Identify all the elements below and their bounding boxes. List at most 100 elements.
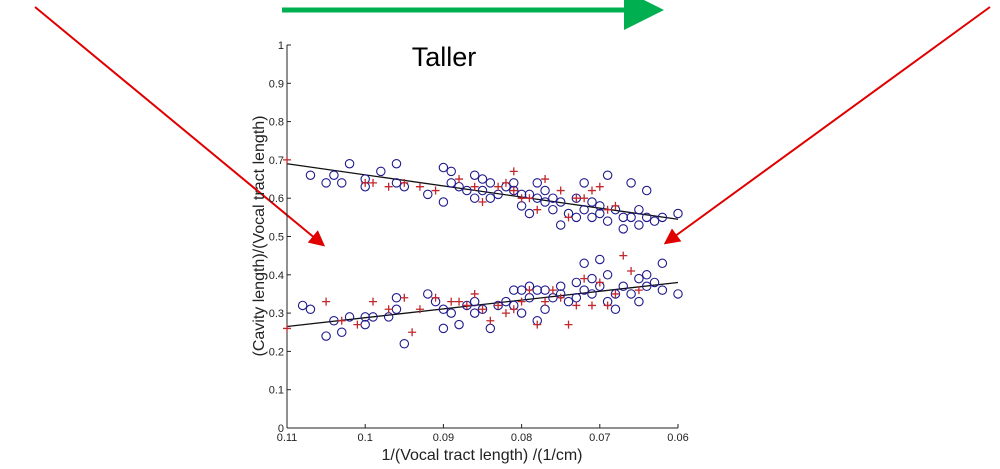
circle-marker [602,170,613,180]
plus-marker [455,175,464,184]
plus-marker [533,320,542,329]
circle-marker [469,170,480,180]
circle-marker [540,304,550,315]
circle-marker [587,273,597,284]
circle-marker [438,197,449,207]
y-axis-ticks: 0 0.1 0.2 0.3 0.4 0.5 0.6 0.7 0.8 0.9 1 [269,40,291,435]
circle-marker [579,204,589,215]
plus-marker [509,186,518,195]
circle-marker [454,181,464,192]
plus-marker [564,320,573,329]
plus-marker [627,266,636,275]
circle-marker [454,319,464,330]
circle-marker [399,338,410,349]
circle-marker [548,204,558,215]
trend-lines [286,163,679,328]
plus-marker [533,205,542,214]
plus-marker [595,278,604,287]
circle-marker [626,212,636,223]
circle-marker [446,178,456,188]
circle-marker [462,300,472,311]
circle-marker [649,277,660,288]
circle-marker [509,285,519,295]
plus-marker [572,194,581,203]
x-tick-label: 0.07 [589,432,610,444]
circle-marker [634,273,644,284]
x-tick-label: 0.1 [358,432,373,444]
plus-marker [509,167,518,176]
plus-marker [580,274,589,283]
circle-marker [540,197,550,207]
circle-marker [571,293,582,303]
x-tick-label: 0.06 [667,432,688,444]
y-tick-label: 0.2 [269,346,284,358]
plus-marker [478,305,487,314]
plus-marker [595,182,604,191]
x-axis-title: 1/(Vocal tract length) /(1/cm) [382,447,583,464]
right-pointer-arrow [663,6,991,245]
y-tick-label: 0.4 [269,270,284,282]
circle-marker [391,304,402,315]
circle-marker [524,293,535,303]
y-tick-label: 0.3 [269,308,284,320]
plus-marker [525,286,534,295]
circle-marker [305,304,316,315]
data-points [283,155,683,349]
circle-marker [438,304,449,315]
plus-marker [525,194,534,203]
plus-marker [337,316,346,325]
plus-marker [431,186,440,195]
plus-marker [361,178,370,187]
left-pointer-arrow [34,6,326,247]
plus-marker [501,309,510,318]
y-tick-label: 0.8 [269,117,284,129]
circle-marker [446,308,456,318]
plus-marker [283,324,291,333]
circle-marker [540,285,550,295]
plus-marker [517,194,526,203]
circle-marker [469,296,480,307]
x-axis-ticks: 0.11 0.1 0.09 0.08 0.07 0.06 [277,424,689,444]
plus-marker [400,178,409,187]
circle-marker [641,185,652,196]
plus-marker [470,182,479,191]
plus-marker [415,305,424,314]
circle-marker [626,289,636,299]
plus-marker [494,182,503,191]
y-tick-label: 0.9 [269,78,284,90]
circle-marker [641,281,652,292]
circle-marker [516,201,527,211]
plus-marker [400,293,409,302]
banner-label: Taller [412,42,477,72]
circle-marker [587,197,597,207]
y-tick-label: 0.6 [269,193,284,205]
circle-marker [391,178,402,188]
plus-marker [353,320,362,329]
circle-marker [571,212,582,223]
circle-marker [509,185,519,196]
circle-marker [368,312,378,322]
circle-marker [344,158,355,169]
circle-marker [657,258,668,269]
circle-marker [540,185,550,196]
circle-marker [297,300,308,311]
plus-marker [470,289,479,298]
plus-marker [564,213,573,222]
trend-line [286,163,679,220]
plus-marker [603,205,612,214]
circle-marker [587,289,597,299]
circle-marker [548,193,558,203]
x-tick-label: 0.09 [433,432,454,444]
circle-marker [438,162,449,173]
plus-marker [384,182,393,191]
circle-marker [493,300,503,311]
circle-marker [477,174,488,184]
y-tick-label: 0.5 [269,232,284,244]
circle-marker [626,178,636,188]
circle-marker [595,254,605,265]
circle-marker [438,323,449,334]
trend-line [286,281,679,328]
circle-marker [391,158,402,169]
circle-marker [618,281,629,292]
circle-marker [634,204,644,215]
